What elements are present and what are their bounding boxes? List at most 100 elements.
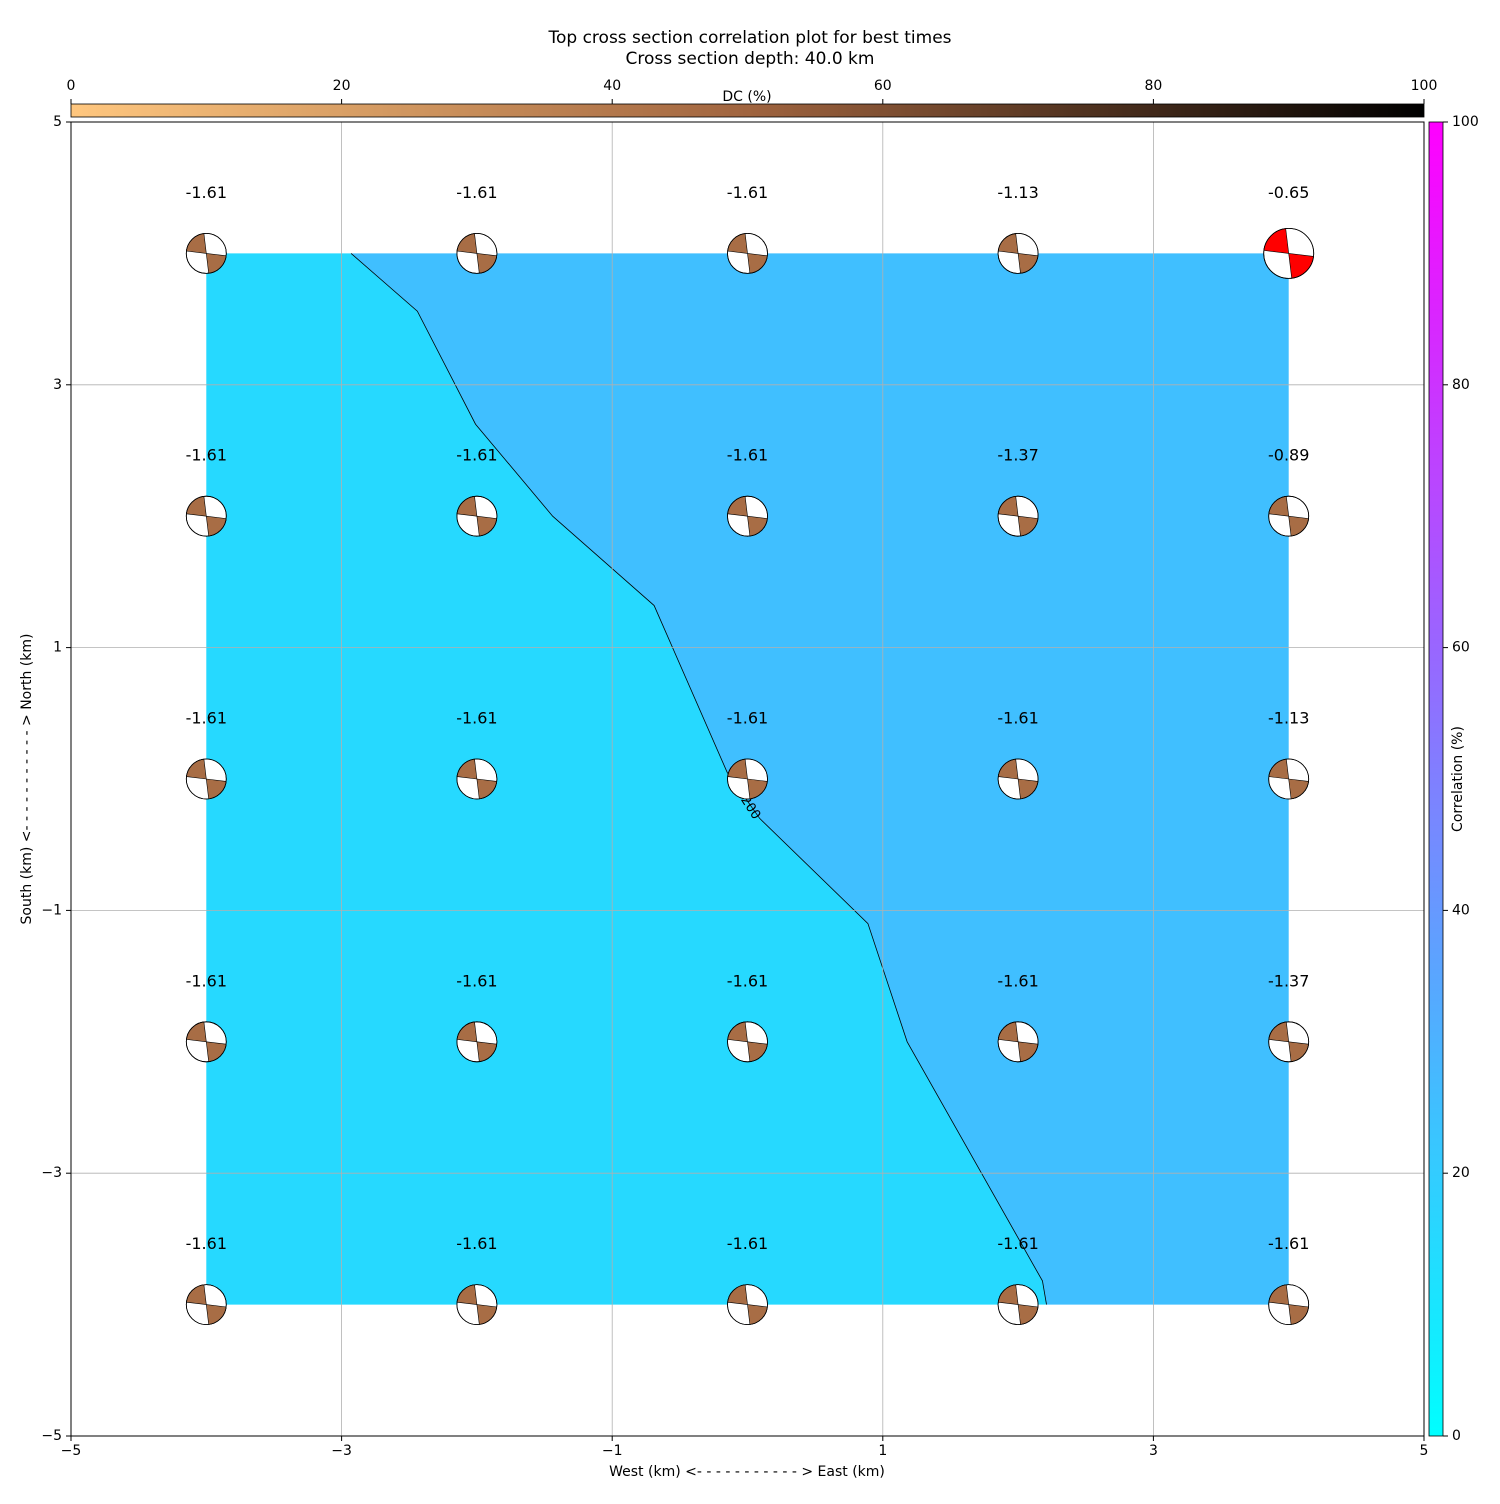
beachball xyxy=(185,1284,227,1325)
value-label: -1.61 xyxy=(456,709,497,728)
beachball xyxy=(456,232,498,274)
beachball xyxy=(1268,495,1310,537)
corr-tick-label: 80 xyxy=(1452,377,1470,393)
beachball-edge xyxy=(185,495,227,537)
x-axis-label: West (km) <- - - - - - - - - - - > East … xyxy=(609,1464,885,1480)
beachball xyxy=(1268,1284,1310,1325)
value-label: -1.61 xyxy=(997,971,1038,990)
beachball-quadrant xyxy=(186,758,207,780)
y-axis-label: South (km) <- - - - - - - - - - - > Nort… xyxy=(19,634,35,925)
beachball-quadrant xyxy=(1288,253,1314,279)
beachball-edge xyxy=(997,495,1039,537)
y-tick-label: 3 xyxy=(53,377,62,393)
y-tick-label: 5 xyxy=(53,114,62,130)
corr-tick-label: 40 xyxy=(1452,902,1470,918)
beachball xyxy=(456,758,498,800)
beachball-edge xyxy=(185,1021,227,1063)
dc-tick-label: 60 xyxy=(874,78,892,94)
beachball xyxy=(1268,1021,1310,1063)
value-label: -1.61 xyxy=(727,971,768,990)
y-tick-label: 1 xyxy=(53,640,62,656)
value-label: -1.61 xyxy=(186,971,227,990)
x-tick-label: −5 xyxy=(61,1443,82,1459)
beachball-edge xyxy=(727,1021,768,1063)
contour-fill xyxy=(351,253,1289,1305)
value-label: -1.61 xyxy=(186,183,227,202)
value-label: -1.37 xyxy=(1268,971,1309,990)
beachball-edge xyxy=(185,1284,227,1325)
chart-title: Top cross section correlation plot for b… xyxy=(547,28,951,48)
beachball-edge xyxy=(997,1021,1039,1063)
value-label: -1.61 xyxy=(186,709,227,728)
beachball xyxy=(997,1021,1039,1063)
value-label: -1.61 xyxy=(186,446,227,465)
y-tick-label: −5 xyxy=(41,1428,62,1444)
value-label: -1.61 xyxy=(186,1234,227,1253)
beachball-edge xyxy=(727,232,768,274)
beachball xyxy=(185,758,227,800)
beachball-edge xyxy=(456,758,498,800)
beachball xyxy=(456,1284,498,1325)
value-label: -1.61 xyxy=(727,1234,768,1253)
beachball-edge xyxy=(997,758,1039,800)
beachball-quadrant xyxy=(1288,1041,1309,1062)
beachball-quadrant xyxy=(456,233,478,254)
beachball-edge xyxy=(727,758,768,800)
value-label: -1.61 xyxy=(456,446,497,465)
beachball-quadrant xyxy=(997,233,1019,254)
beachball-edge xyxy=(456,232,498,274)
beachball xyxy=(185,232,227,274)
dc-tick-label: 20 xyxy=(333,78,351,94)
beachball xyxy=(997,1284,1039,1325)
beachball-edge xyxy=(456,1284,498,1325)
beachball xyxy=(727,1021,768,1063)
value-label: -1.61 xyxy=(997,1234,1038,1253)
plot-frame xyxy=(70,121,1425,1437)
beachball-edge xyxy=(1263,227,1315,279)
beachball-edge xyxy=(997,232,1039,274)
corr-colorbar xyxy=(1428,121,1444,1437)
beachball-quadrant xyxy=(1263,228,1290,254)
x-tick-label: 1 xyxy=(878,1443,887,1459)
value-label: -0.89 xyxy=(1268,446,1309,465)
dc-tick-label: 80 xyxy=(1144,78,1162,94)
beachball-edge xyxy=(1268,1284,1310,1325)
corr-colorbar-label: Correlation (%) xyxy=(1450,726,1466,832)
chart-subtitle: Cross section depth: 40.0 km xyxy=(626,49,875,69)
beachball xyxy=(185,495,227,537)
dc-colorbar xyxy=(70,103,1425,118)
value-label: -1.61 xyxy=(1268,1234,1309,1253)
value-label: -1.13 xyxy=(997,183,1038,202)
beachball-quadrant xyxy=(186,233,207,254)
contour-line xyxy=(350,253,1047,1305)
beachball-edge xyxy=(1268,758,1310,800)
x-tick-label: 3 xyxy=(1149,1443,1158,1459)
value-label: -0.65 xyxy=(1268,183,1309,202)
x-tick-label: −1 xyxy=(602,1443,623,1459)
dc-tick-label: 40 xyxy=(603,78,621,94)
value-label: -1.61 xyxy=(456,971,497,990)
beachball-edge xyxy=(997,1284,1039,1325)
beachball xyxy=(997,495,1039,537)
beachball-edge xyxy=(1268,1021,1310,1063)
beachball xyxy=(185,1021,227,1063)
beachball xyxy=(997,758,1039,800)
contour-fill xyxy=(206,253,1047,1305)
y-tick-label: −1 xyxy=(41,902,62,918)
beachball-quadrant xyxy=(186,1021,207,1043)
beachball-edge xyxy=(185,758,227,800)
beachball-quadrant xyxy=(186,1284,207,1305)
beachball-quadrant xyxy=(1288,515,1309,537)
corr-tick-label: 0 xyxy=(1452,1428,1461,1444)
y-tick-label: −3 xyxy=(41,1165,62,1181)
beachball xyxy=(727,758,768,800)
corr-tick-label: 20 xyxy=(1452,1165,1470,1181)
value-label: -1.37 xyxy=(997,446,1038,465)
beachball-edge xyxy=(456,1021,498,1063)
beachball xyxy=(997,232,1039,274)
beachball-quadrant xyxy=(747,1304,768,1325)
beachball-edge xyxy=(727,495,768,537)
beachball xyxy=(456,1021,498,1063)
dc-tick-label: 100 xyxy=(1411,78,1438,94)
